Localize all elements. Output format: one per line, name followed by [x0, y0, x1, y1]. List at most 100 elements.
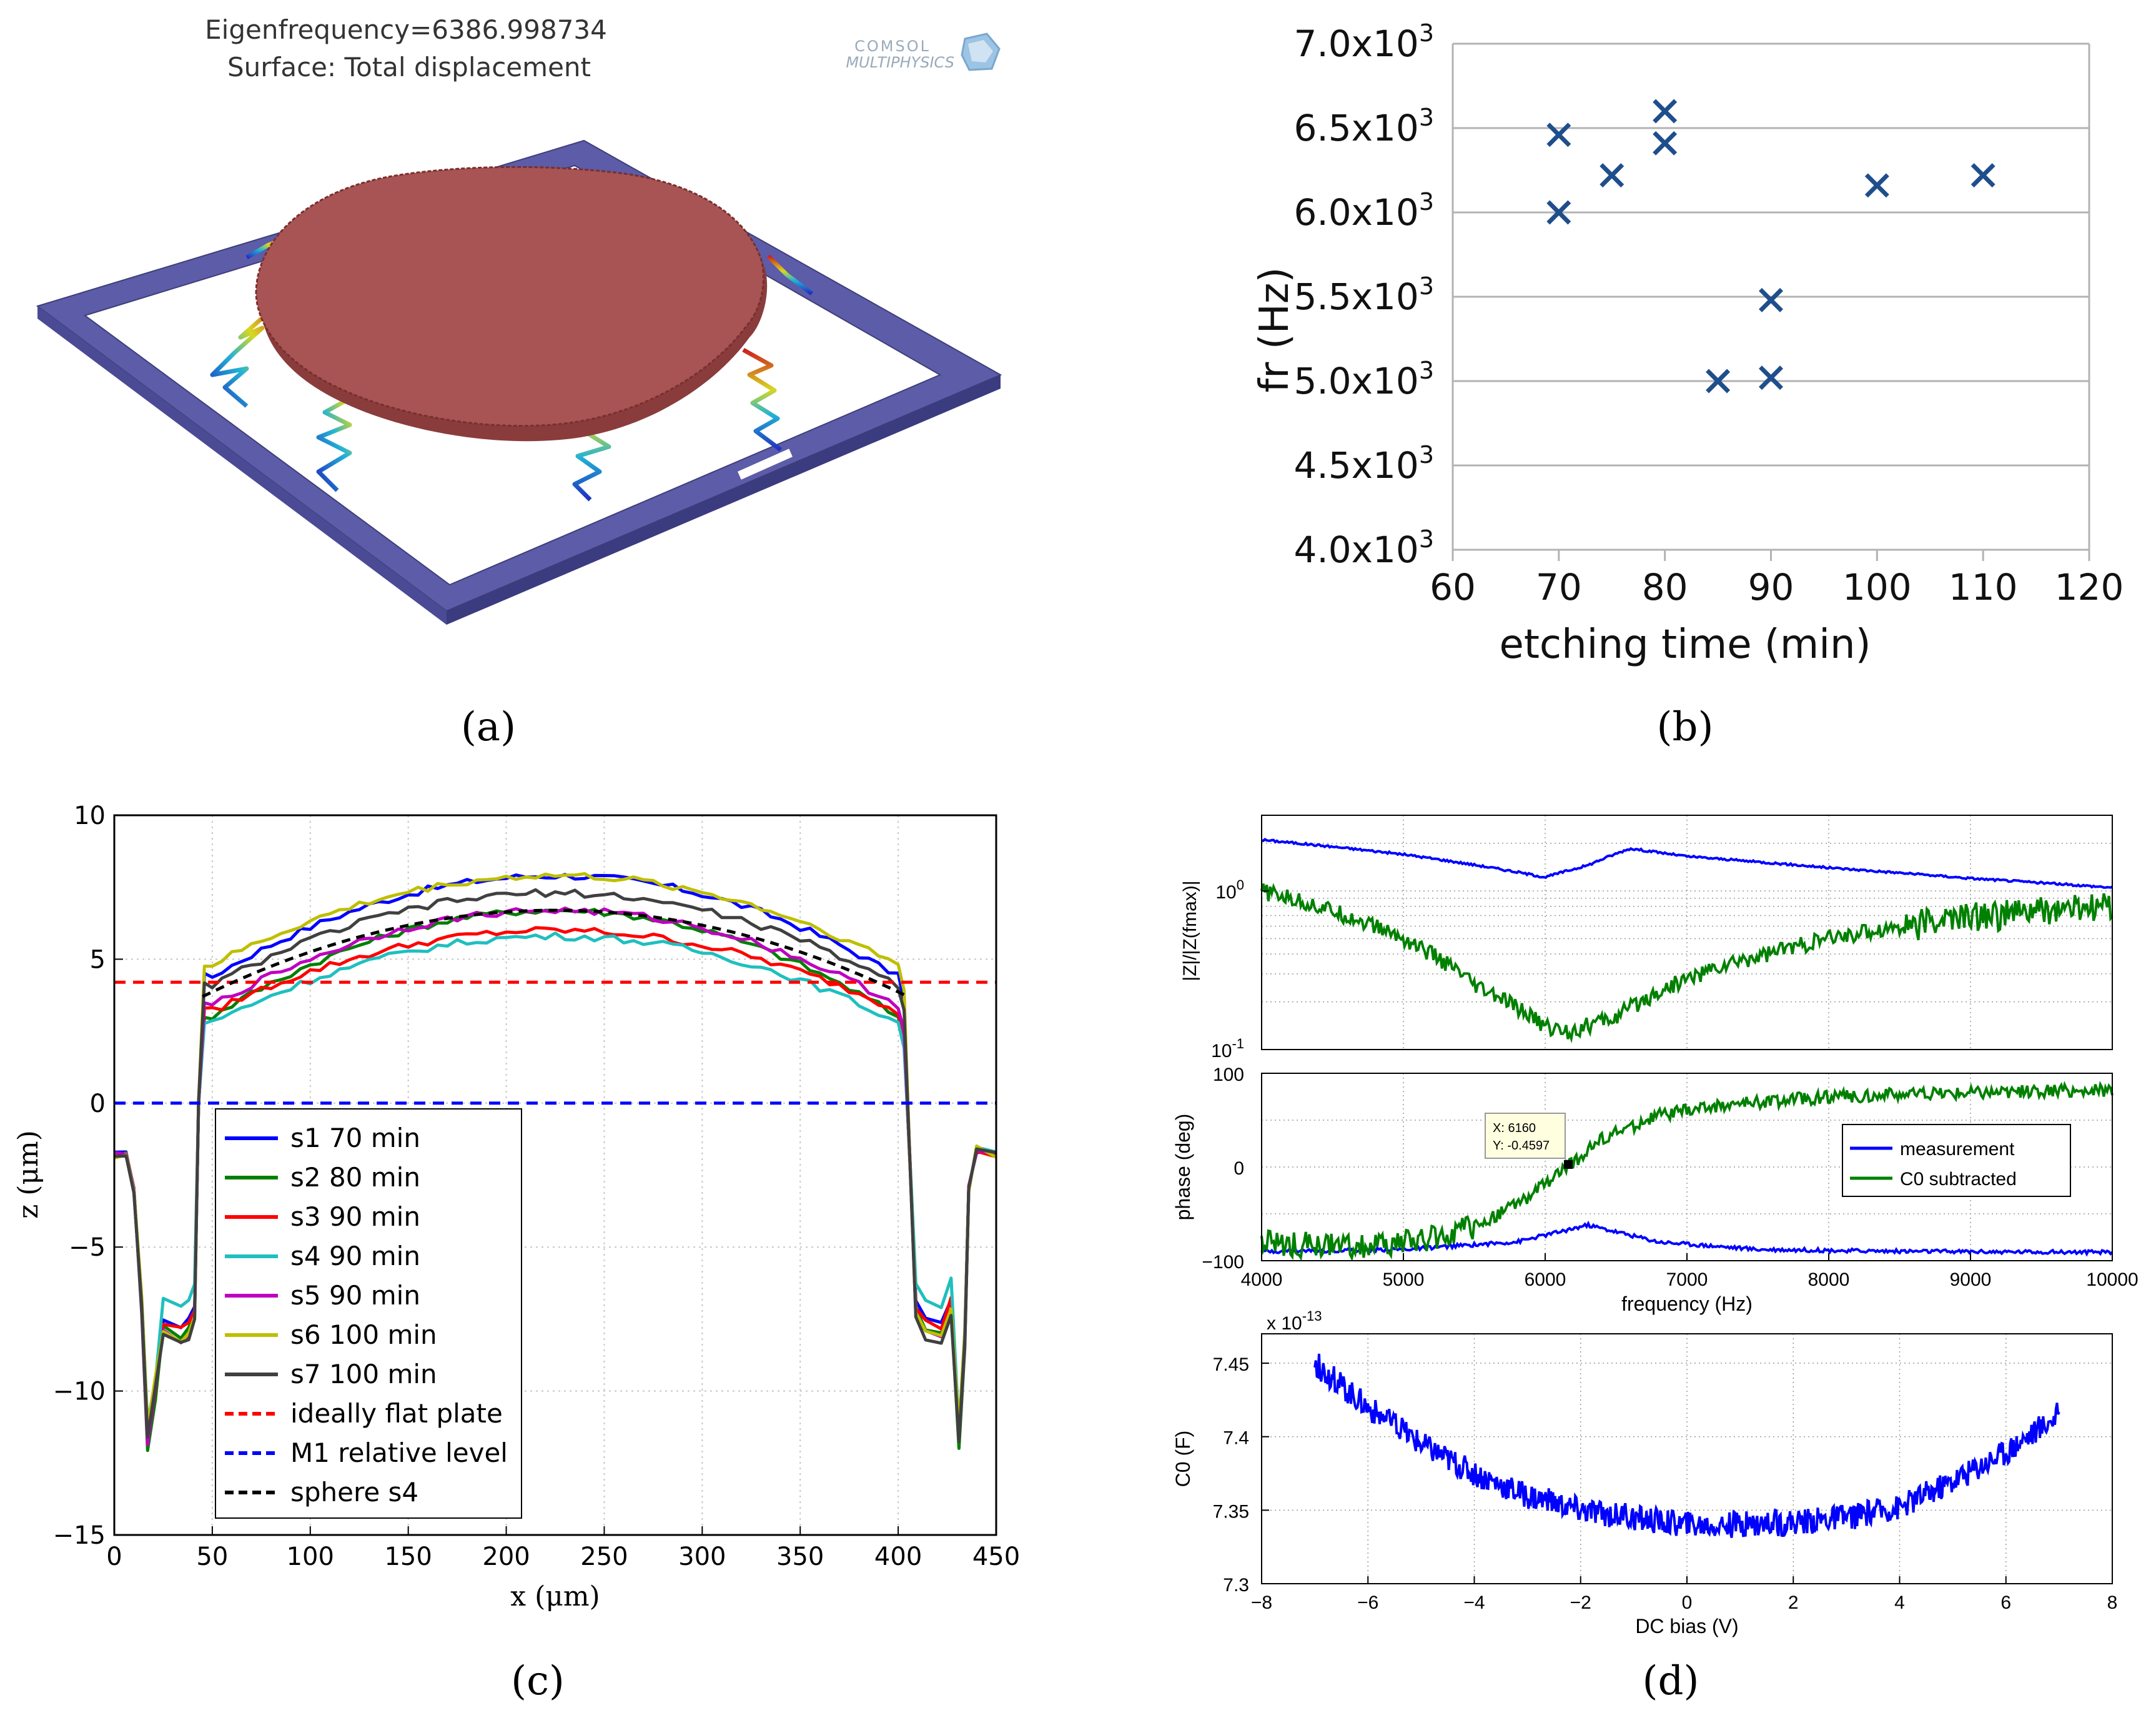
- b-xtick-label: 70: [1536, 566, 1582, 608]
- frame-notch: [738, 449, 793, 480]
- c-ytick-label: 5: [90, 945, 106, 974]
- comsol-cube-face: [968, 40, 993, 62]
- b-xtick-label: 120: [2055, 566, 2124, 608]
- c-ytick-label: 0: [90, 1090, 106, 1118]
- panel-c-ylabel: z (μm): [12, 1130, 44, 1219]
- dp-xtick-label: 7000: [1666, 1269, 1708, 1290]
- dp-xtick-label: 10000: [2086, 1269, 2138, 1290]
- c-legend-label: s6 100 min: [290, 1319, 437, 1350]
- dc-xtick-label: −2: [1570, 1592, 1591, 1613]
- b-point-stroke: [1706, 369, 1731, 394]
- panel-c-legend: s1 70 min s2 80 min s3 90 min s4 90 min s5 9…: [215, 1108, 522, 1519]
- b-point: [1706, 369, 1731, 394]
- spring-left-upper: [210, 297, 289, 408]
- c-series-line: [114, 888, 997, 1443]
- b-ytick-label: 6.5x103: [1293, 104, 1434, 149]
- panel-c-xticks: 0 50 100 150 200 250 300 350 400 450: [106, 1542, 1020, 1571]
- frame-notch: [289, 439, 322, 467]
- panel-d-mag-yticks: 10-1 100: [1211, 877, 1269, 1061]
- dm-ytick-exponent: 0: [1237, 877, 1244, 893]
- spring-right: [742, 347, 783, 452]
- c-series-line: [114, 926, 997, 1441]
- panel-d-c0-series: [1313, 1353, 2060, 1538]
- c-xtick-label: 250: [580, 1542, 628, 1571]
- panel-d-c0-ylabel: C0 (F): [1172, 1431, 1194, 1487]
- panel-d-label: (d): [1643, 1658, 1699, 1704]
- dp-xtick-label: 8000: [1808, 1269, 1850, 1290]
- dc-xtick-label: 6: [2000, 1592, 2011, 1613]
- panel-b-scatter: 4.0x103 4.5x103 5.0x103 5.5x103 6.0x103 6.5x1…: [1252, 19, 2124, 750]
- b-xtick-label: 100: [1842, 566, 1912, 608]
- dc-ytick-label: 7.3: [1223, 1575, 1249, 1596]
- dc-ytick-label: 7.45: [1213, 1354, 1249, 1375]
- c-legend-label: s5 90 min: [290, 1280, 420, 1311]
- panel-a-title-line2: Surface: Total displacement: [227, 52, 591, 82]
- dp-ytick-label: 100: [1213, 1065, 1244, 1085]
- panel-b-gridlines: [1453, 42, 2089, 551]
- b-point-stroke: [1759, 365, 1783, 390]
- panel-c-label: (c): [511, 1658, 565, 1704]
- frame-front-edge: [447, 375, 1001, 625]
- frame-left-edge: [37, 306, 447, 625]
- c-legend-label: s1 70 min: [290, 1123, 420, 1153]
- b-ytick-exponent: 3: [1419, 272, 1434, 300]
- b-point-stroke: [1864, 173, 1889, 198]
- panel-b-yticks: 4.0x103 4.5x103 5.0x103 5.5x103 6.0x103 6.5x1…: [1293, 19, 1434, 571]
- b-point: [1600, 163, 1624, 188]
- spring-top-right: [766, 254, 814, 295]
- c-xtick-label: 50: [196, 1542, 228, 1571]
- panel-b-axes: [1451, 44, 2090, 561]
- dp-ytick-label: −100: [1202, 1252, 1244, 1273]
- b-xtick-label: 90: [1748, 566, 1794, 608]
- c-xtick-label: 100: [287, 1542, 334, 1571]
- b-point-stroke: [1653, 131, 1678, 156]
- panel-a-title-line1: Eigenfrequency=6386.998734: [205, 14, 607, 45]
- c-series-line: [114, 931, 997, 1431]
- b-point: [1653, 131, 1678, 156]
- b-ytick-exponent: 3: [1419, 188, 1434, 216]
- panel-d-phase-xlabel: frequency (Hz): [1621, 1293, 1753, 1315]
- panel-c-xlabel: x (μm): [510, 1581, 600, 1612]
- dc-xtick-label: 0: [1682, 1592, 1693, 1613]
- dm-series-line: [1261, 838, 2113, 889]
- b-point: [1971, 163, 1995, 188]
- b-point-stroke: [1546, 122, 1571, 147]
- dp-legend-label: C0 subtracted: [1900, 1169, 2017, 1189]
- c-legend-label: s2 80 min: [290, 1162, 420, 1193]
- resonator-plate: [255, 166, 768, 442]
- panel-d-c0-scale: x 10-13: [1267, 1308, 1322, 1334]
- panel-b-label: (b): [1657, 704, 1714, 750]
- comsol-logo-line1: COMSOL: [854, 37, 931, 55]
- panel-d-c0-yticks: 7.3 7.35 7.4 7.45: [1213, 1354, 1269, 1596]
- panel-c-yticks: −15 −10 −5 0 5 10: [53, 802, 106, 1550]
- b-xtick-label: 110: [1949, 566, 2018, 608]
- dp-xtick-label: 6000: [1525, 1269, 1566, 1290]
- panel-b-xlabel: etching time (min): [1499, 622, 1871, 668]
- dm-ytick-label: 10-1: [1211, 1036, 1244, 1061]
- panel-d-c0-xticks: −8 −6 −4 −2 0 2 4 6 8: [1251, 1576, 2117, 1613]
- dc-xtick-label: −6: [1357, 1592, 1378, 1613]
- b-xtick-label: 80: [1642, 566, 1688, 608]
- phase-datatip: X: 6160 Y: -0.4597: [1485, 1113, 1573, 1169]
- dm-series-line: [1260, 883, 2114, 1043]
- dc-xtick-label: 4: [1894, 1592, 1905, 1613]
- panel-c-series: [114, 872, 997, 1452]
- b-point-stroke: [1971, 163, 1995, 188]
- datatip-x: X: 6160: [1493, 1121, 1536, 1135]
- b-point-stroke: [1600, 163, 1624, 188]
- datatip-marker: [1564, 1160, 1573, 1169]
- panel-d-c0-xlabel: DC bias (V): [1635, 1615, 1738, 1637]
- c-xtick-label: 450: [972, 1542, 1020, 1571]
- c-xtick-label: 300: [678, 1542, 726, 1571]
- c-ytick-label: −15: [53, 1521, 106, 1550]
- b-point: [1653, 99, 1678, 124]
- panel-c-axes-box: [113, 814, 997, 1536]
- c-legend-label: ideally flat plate: [290, 1398, 503, 1429]
- b-ytick-exponent: 3: [1419, 525, 1434, 553]
- panel-a-comsol-render: Eigenfrequency=6386.998734 Surface: Tota…: [36, 14, 1002, 750]
- dc-ytick-label: 7.35: [1213, 1501, 1249, 1522]
- c-legend-label: s3 90 min: [290, 1201, 420, 1232]
- panel-d-phase-legend: measurement C0 subtracted: [1842, 1124, 2071, 1197]
- dp-legend-box: [1842, 1124, 2071, 1197]
